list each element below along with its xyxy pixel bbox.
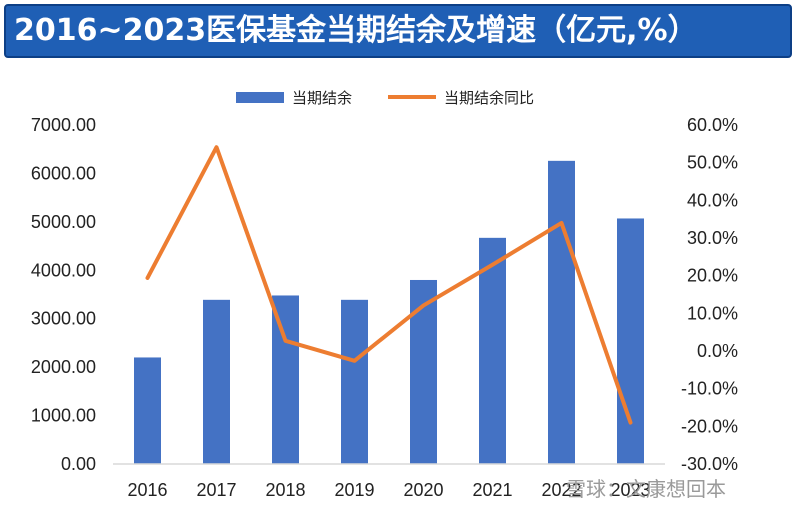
y-left-tick-label: 2000.00 [31,357,96,377]
y-left-tick-label: 5000.00 [31,212,96,232]
bar [479,237,506,464]
bar [617,218,644,464]
watermark-text: 雪球：文康想回本 [566,477,726,501]
x-tick-label: 2016 [127,480,167,500]
left-axis: 0.00 1000.00 2000.00 3000.00 4000.00 5000.00 6… [31,115,96,474]
chart-title: 2016~2023医保基金当期结余及增速（亿元,%） [14,13,698,48]
y-right-tick-label: 30.0% [687,228,738,248]
bar [134,357,161,464]
y-right-tick-label: 40.0% [687,190,738,210]
x-tick-label: 2018 [265,480,305,500]
chart-area: 当期结余 当期结余同比 0.00 1000.00 2000.00 3000.00 4000… [31,89,738,501]
y-right-tick-label: -20.0% [681,416,738,436]
bar [548,160,575,464]
legend-line-label: 当期结余同比 [444,89,534,107]
y-right-tick-label: -30.0% [681,454,738,474]
x-tick-label: 2017 [196,480,236,500]
y-right-tick-label: 60.0% [687,115,738,135]
x-tick-label: 2020 [403,480,443,500]
y-left-tick-label: 3000.00 [31,309,96,329]
x-tick-label: 2019 [334,480,374,500]
y-right-tick-label: 50.0% [687,153,738,173]
bar-series [134,160,644,464]
y-left-tick-label: 4000.00 [31,260,96,280]
line-path [145,145,633,425]
x-tick-label: 2022 [541,480,581,500]
bar [203,299,230,464]
right-axis: -30.0% -20.0% -10.0% 0.0% 10.0% 20.0% 30.0% 40.… [681,115,738,474]
legend: 当期结余 当期结余同比 [236,89,534,107]
line-series [145,145,633,425]
x-tick-label: 2023 [610,480,650,500]
legend-bar-label: 当期结余 [292,89,352,107]
y-left-tick-label: 1000.00 [31,406,96,426]
y-right-tick-label: -10.0% [681,379,738,399]
bar [341,299,368,464]
y-right-tick-label: 20.0% [687,266,738,286]
bar [272,295,299,464]
y-left-tick-label: 6000.00 [31,163,96,183]
y-right-tick-label: 10.0% [687,303,738,323]
x-tick-label: 2021 [472,480,512,500]
x-axis: 2016 2017 2018 2019 2020 2021 2022 2023 [113,463,665,500]
y-left-tick-label: 7000.00 [31,115,96,135]
title-banner: 2016~2023医保基金当期结余及增速（亿元,%） [4,4,792,58]
y-right-tick-label: 0.0% [697,341,738,361]
y-left-tick-label: 0.00 [61,454,96,474]
legend-bar-swatch [236,92,284,103]
